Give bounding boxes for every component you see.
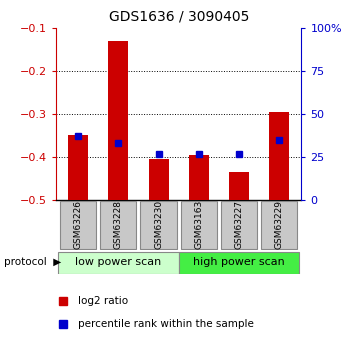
Bar: [148, 159, 169, 200]
Text: percentile rank within the sample: percentile rank within the sample: [78, 319, 254, 328]
Text: low power scan: low power scan: [75, 257, 161, 267]
Bar: [179, 252, 299, 274]
Bar: [189, 155, 209, 200]
Bar: [68, 135, 88, 200]
Text: high power scan: high power scan: [193, 257, 285, 267]
Bar: [181, 201, 217, 249]
Text: GSM63227: GSM63227: [235, 200, 244, 249]
Bar: [221, 201, 257, 249]
Bar: [60, 201, 96, 249]
Bar: [100, 201, 136, 249]
Bar: [229, 172, 249, 200]
Text: GSM63226: GSM63226: [74, 200, 83, 249]
Bar: [58, 252, 179, 274]
Bar: [269, 112, 290, 200]
Text: GSM63230: GSM63230: [154, 199, 163, 249]
Bar: [261, 201, 297, 249]
Bar: [108, 41, 129, 200]
Text: log2 ratio: log2 ratio: [78, 296, 128, 306]
Text: GSM63228: GSM63228: [114, 200, 123, 249]
Text: GSM63229: GSM63229: [275, 200, 284, 249]
Title: GDS1636 / 3090405: GDS1636 / 3090405: [109, 10, 249, 24]
Bar: [140, 201, 177, 249]
Text: GSM63163: GSM63163: [194, 199, 203, 249]
Text: protocol  ▶: protocol ▶: [4, 257, 61, 267]
